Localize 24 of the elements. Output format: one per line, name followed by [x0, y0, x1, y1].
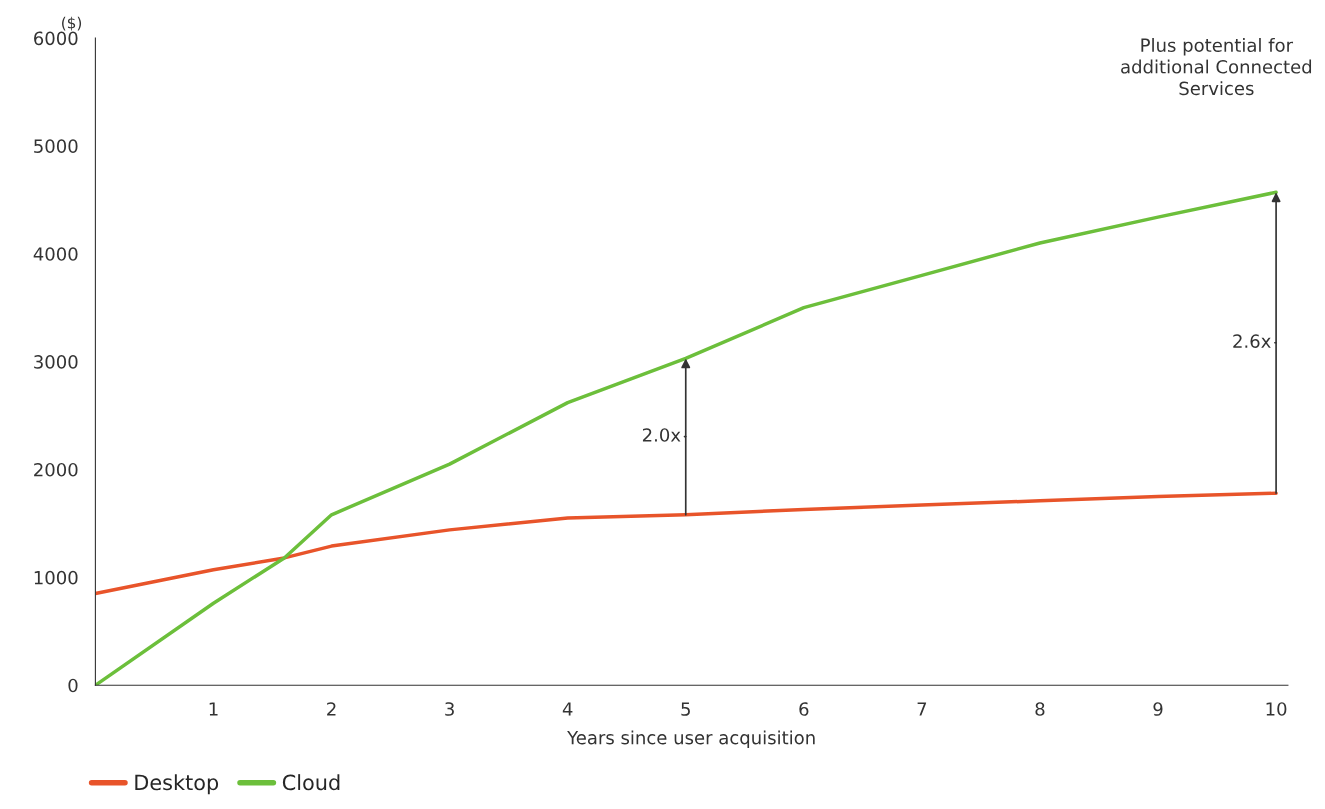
y-tick-label: 6000 — [34, 31, 78, 46]
annotation: 2.0x — [642, 428, 681, 442]
annotation: 2.6x — [1233, 334, 1271, 348]
x-tick-label: 7 — [917, 702, 927, 716]
legend-label: Desktop — [135, 774, 219, 795]
y-tick-label: 0 — [68, 678, 78, 693]
y-tick-label: 3000 — [34, 355, 78, 369]
x-tick-label: 8 — [1035, 702, 1045, 716]
x-tick-label: 10 — [1266, 702, 1287, 716]
x-tick-label: 1 — [209, 702, 218, 716]
x-axis-title: Years since user acquisition — [567, 730, 815, 748]
y-tick-label: 5000 — [34, 139, 78, 154]
legend-label: Cloud — [282, 774, 340, 791]
y-tick-label: 4000 — [33, 247, 78, 261]
y-tick-label: 2000 — [34, 462, 78, 477]
x-tick-label: 9 — [1153, 702, 1163, 716]
x-tick-label: 2 — [327, 702, 336, 716]
y-tick-label: 1000 — [34, 570, 78, 585]
x-tick-label: 5 — [681, 702, 690, 716]
y-axis-title: ($) — [62, 16, 82, 31]
x-tick-label: 6 — [799, 702, 809, 716]
annotation: Plus potential for additional Connected Services — [1121, 38, 1312, 96]
x-tick-label: 3 — [445, 702, 454, 716]
x-tick-label: 4 — [562, 702, 573, 716]
